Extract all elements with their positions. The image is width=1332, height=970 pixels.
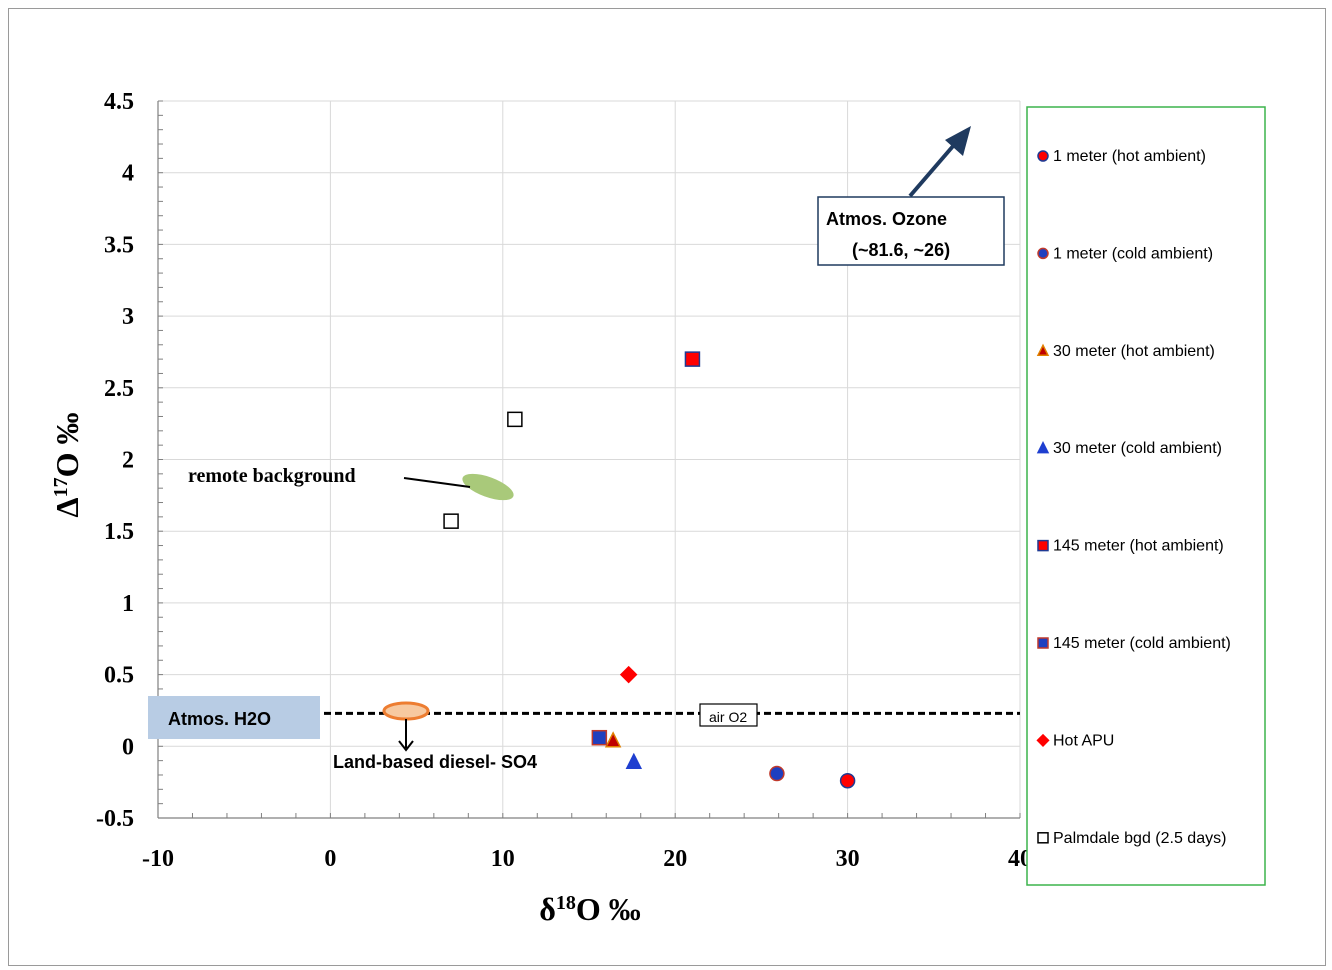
y-tick-label: 2.5 bbox=[104, 376, 134, 402]
y-tick-label: 3.5 bbox=[104, 232, 134, 258]
legend-label: 30 meter (hot ambient) bbox=[1053, 343, 1215, 360]
atmos-ozone-coords: (~81.6, ~26) bbox=[852, 240, 950, 260]
data-point bbox=[508, 412, 522, 426]
y-tick-label: 4 bbox=[122, 161, 134, 187]
diesel-ellipse bbox=[384, 703, 428, 719]
data-point bbox=[444, 514, 458, 528]
ozone-arrow bbox=[910, 138, 960, 196]
legend: 1 meter (hot ambient) 1 meter (cold ambie… bbox=[1027, 107, 1265, 885]
data-point bbox=[627, 754, 641, 768]
y-tick-label: 1 bbox=[122, 591, 134, 617]
x-tick-label: 0 bbox=[324, 846, 336, 872]
legend-marker bbox=[1038, 638, 1048, 648]
data-point bbox=[621, 667, 636, 682]
remote-background-label: remote background bbox=[188, 465, 356, 487]
legend-label: 145 meter (hot ambient) bbox=[1053, 538, 1224, 555]
legend-label: Hot APU bbox=[1053, 732, 1114, 749]
legend-label: 1 meter (hot ambient) bbox=[1053, 148, 1206, 165]
legend-marker bbox=[1038, 833, 1048, 843]
legend-box bbox=[1027, 107, 1265, 885]
x-tick-label: -10 bbox=[142, 846, 174, 872]
legend-marker bbox=[1038, 248, 1048, 258]
air-o2-label: air O2 bbox=[709, 709, 747, 725]
data-point bbox=[685, 352, 699, 366]
x-tick-label: 10 bbox=[491, 846, 515, 872]
legend-marker bbox=[1038, 151, 1048, 161]
y-tick-label: 1.5 bbox=[104, 519, 134, 545]
y-tick-label: 2 bbox=[122, 448, 134, 474]
y-tick-label: 0 bbox=[122, 734, 134, 760]
legend-label: 30 meter (cold ambient) bbox=[1053, 440, 1222, 457]
y-tick-label: -0.5 bbox=[96, 806, 134, 832]
atmos-ozone-label: Atmos. Ozone bbox=[826, 209, 947, 229]
data-points bbox=[444, 352, 855, 788]
y-tick-label: 3 bbox=[122, 304, 134, 330]
legend-label: 1 meter (cold ambient) bbox=[1053, 245, 1213, 262]
x-axis-title: δ18O ‰ bbox=[539, 891, 641, 927]
y-tick-label: 0.5 bbox=[104, 663, 134, 689]
legend-label: 145 meter (cold ambient) bbox=[1053, 635, 1231, 652]
x-tick-label: 20 bbox=[663, 846, 687, 872]
y-axis-title: Δ17O ‰ bbox=[49, 413, 85, 518]
legend-marker bbox=[1038, 541, 1048, 551]
data-point bbox=[841, 774, 855, 788]
x-tick-label: 30 bbox=[836, 846, 860, 872]
data-point bbox=[606, 733, 620, 747]
atmos-h2o-label: Atmos. H2O bbox=[168, 709, 271, 729]
land-based-diesel-label: Land-based diesel- SO4 bbox=[333, 752, 537, 772]
data-point bbox=[592, 731, 606, 745]
remote-background-pointer bbox=[404, 478, 470, 487]
y-tick-label: 4.5 bbox=[104, 89, 134, 115]
data-point bbox=[770, 767, 784, 781]
legend-label: Palmdale bgd (2.5 days) bbox=[1053, 830, 1226, 847]
